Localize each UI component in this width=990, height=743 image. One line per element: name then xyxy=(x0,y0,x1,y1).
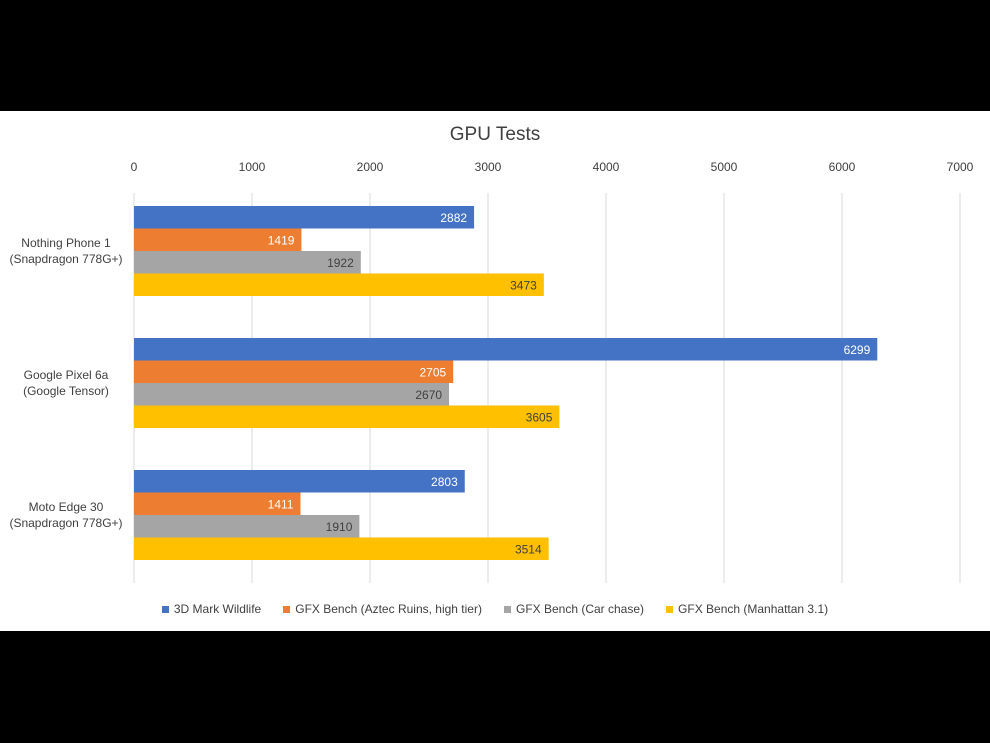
category-label: Moto Edge 30 (Snapdragon 778G+) xyxy=(9,500,122,530)
bar xyxy=(134,515,360,538)
x-tick-label: 1000 xyxy=(239,160,266,174)
legend-swatch xyxy=(161,605,169,613)
legend-item: GFX Bench (Manhattan 3.1) xyxy=(666,602,828,616)
bar xyxy=(134,537,549,560)
bar xyxy=(134,383,450,406)
data-label: 1419 xyxy=(268,233,295,247)
bar xyxy=(134,273,544,296)
data-label: 2670 xyxy=(415,388,442,402)
legend-item: GFX Bench (Aztec Ruins, high tier) xyxy=(283,602,482,616)
legend-label: GFX Bench (Car chase) xyxy=(515,602,645,616)
data-label: 6299 xyxy=(844,343,871,357)
category-label: Google Pixel 6a (Google Tensor) xyxy=(23,368,109,398)
legend-swatch xyxy=(503,605,511,613)
legend-label: GFX Bench (Manhattan 3.1) xyxy=(678,602,829,616)
bar xyxy=(134,470,465,493)
chart-title: GPU Tests xyxy=(449,124,541,145)
data-label: 2705 xyxy=(419,365,446,379)
legend-item: GFX Bench (Car chase) xyxy=(503,602,645,616)
x-tick-label: 3000 xyxy=(475,160,502,174)
x-tick-label: 6000 xyxy=(829,160,856,174)
data-label: 3473 xyxy=(510,278,537,292)
legend-item: 3D Mark Wildlife xyxy=(161,602,262,616)
data-label: 1411 xyxy=(268,497,294,511)
bar xyxy=(134,251,361,274)
bar xyxy=(134,405,560,428)
data-label: 1922 xyxy=(327,256,354,270)
bar xyxy=(134,206,475,229)
data-label: 1910 xyxy=(326,520,353,534)
legend-swatch xyxy=(666,605,674,613)
legend: 3D Mark Wildlife GFX Bench (Aztec Ruins, … xyxy=(0,602,990,616)
bar-chart: 0 1000 2000 3000 4000 5000 6000 7000 2882 1419 192… xyxy=(9,160,974,583)
bar xyxy=(134,228,302,251)
data-label: 3514 xyxy=(515,542,542,556)
data-label: 3605 xyxy=(526,410,553,424)
x-tick-label: 0 xyxy=(131,160,138,174)
bar xyxy=(134,360,454,383)
chart-panel: GPU Tests 0 1000 2000 3000 4000 5000 6000 7000 2… xyxy=(0,111,990,631)
legend-label: 3D Mark Wildlife xyxy=(173,602,262,616)
x-tick-label: 7000 xyxy=(947,160,974,174)
x-tick-label: 4000 xyxy=(593,160,620,174)
x-tick-label: 5000 xyxy=(711,160,738,174)
legend-label: GFX Bench (Aztec Ruins, high tier) xyxy=(295,602,482,616)
data-label: 2882 xyxy=(440,211,467,225)
legend-swatch xyxy=(283,605,291,613)
bar xyxy=(134,338,878,361)
category-label: Nothing Phone 1 (Snapdragon 778G+) xyxy=(9,236,122,266)
x-tick-label: 2000 xyxy=(357,160,384,174)
data-label: 2803 xyxy=(431,475,458,489)
bar xyxy=(134,492,301,515)
